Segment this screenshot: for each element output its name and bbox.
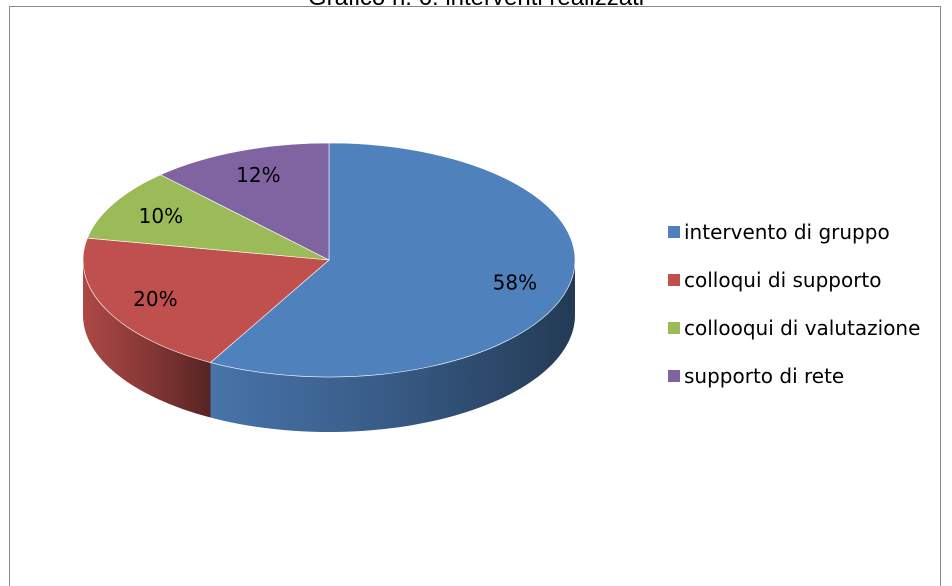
legend-label: collooqui di valutazione xyxy=(684,316,921,340)
legend-item-supporto-di-rete: supporto di rete xyxy=(668,352,920,400)
data-label-collooqui-di-valutazione: 10% xyxy=(139,204,183,228)
pie-slice-collooqui-di-valutazione xyxy=(86,174,330,261)
legend-label: supporto di rete xyxy=(684,364,845,388)
data-label-supporto-di-rete: 12% xyxy=(236,163,280,187)
chart-frame xyxy=(9,6,941,586)
data-label-colloqui-di-supporto: 20% xyxy=(133,287,177,311)
chart-title: Grafico n. 6: interventi realizzati xyxy=(0,0,952,12)
legend-item-intervento-di-gruppo: intervento di gruppo xyxy=(668,208,920,256)
pie-side-shade-intervento-di-gruppo xyxy=(210,260,576,433)
legend-item-colloqui-di-supporto: colloqui di supporto xyxy=(668,256,920,304)
legend-swatch xyxy=(668,274,680,286)
pie-slice-intervento-di-gruppo xyxy=(209,142,576,378)
legend-swatch xyxy=(668,226,680,238)
pie-slice-colloqui-di-supporto xyxy=(82,237,330,363)
legend-label: colloqui di supporto xyxy=(684,268,882,292)
data-label-intervento-di-gruppo: 58% xyxy=(493,271,537,295)
legend-label: intervento di gruppo xyxy=(684,220,890,244)
legend: intervento di gruppo colloqui di supporto… xyxy=(668,208,920,400)
legend-swatch xyxy=(668,322,680,334)
legend-item-collooqui-di-valutazione: collooqui di valutazione xyxy=(668,304,920,352)
pie-slice-supporto-di-rete xyxy=(159,142,330,261)
legend-swatch xyxy=(668,370,680,382)
